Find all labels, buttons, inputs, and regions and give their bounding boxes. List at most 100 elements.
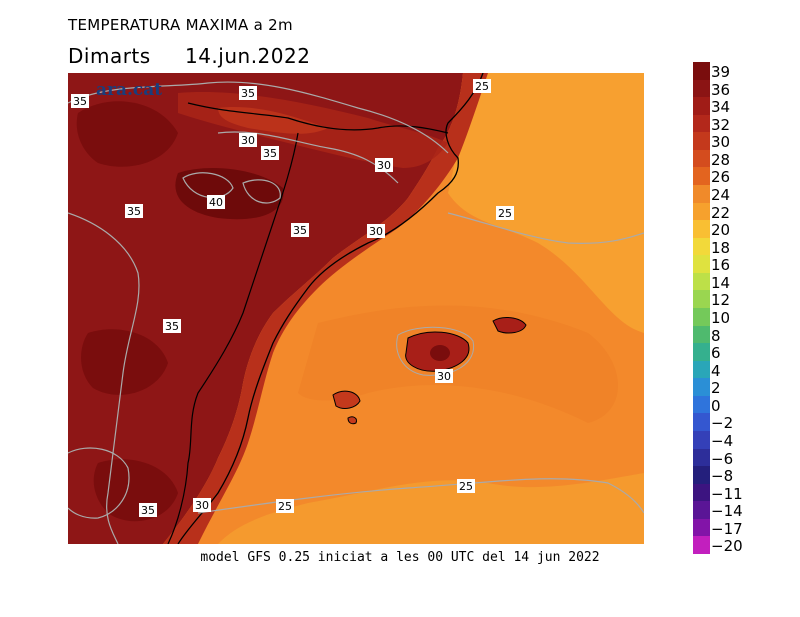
contour-label: 25	[457, 479, 475, 493]
svg-text:35: 35	[293, 224, 307, 237]
contour-line	[396, 326, 475, 376]
sea-north-area	[448, 73, 644, 333]
svg-text:35: 35	[141, 504, 155, 517]
legend-swatch	[693, 325, 710, 344]
island-ibiza	[332, 390, 361, 409]
legend-swatch	[693, 395, 710, 414]
contour-label: 35	[71, 94, 89, 108]
legend-swatch	[693, 202, 710, 221]
legend-swatch	[693, 501, 710, 520]
border-line	[167, 132, 299, 544]
legend-swatch	[693, 132, 710, 151]
legend-swatch	[693, 114, 710, 133]
legend-label: −4	[711, 432, 734, 450]
svg-text:30: 30	[241, 134, 255, 147]
legend-swatch	[693, 518, 710, 537]
contour-label: 30	[435, 369, 453, 383]
contour-label: 35	[239, 86, 257, 100]
legend-label: 8	[711, 326, 721, 345]
svg-text:30: 30	[369, 225, 383, 238]
legend-label: −6	[711, 449, 734, 468]
svg-text:30: 30	[377, 159, 391, 172]
date-label: 14.jun.2022	[184, 44, 311, 68]
day-label: Dimarts	[68, 44, 151, 68]
legend-swatch	[693, 237, 710, 256]
coastal-band	[163, 73, 488, 544]
legend-swatch	[693, 272, 710, 291]
chart-subtitle: Dimarts 14.jun.2022	[68, 44, 310, 68]
legend-label: −8	[711, 467, 734, 486]
contour-label: 30	[193, 498, 211, 512]
contour-label: 25	[473, 79, 491, 93]
contour-label: 30	[367, 224, 385, 238]
legend-label: 2	[711, 379, 721, 398]
contour-label: 30	[375, 158, 393, 172]
legend-label: 39	[711, 63, 731, 81]
legend-label: −17	[711, 519, 743, 538]
svg-text:35: 35	[73, 95, 87, 108]
footer-caption: model GFS 0.25 iniciat a les 00 UTC del …	[200, 550, 600, 565]
legend-swatch	[693, 466, 710, 485]
island-menorca	[492, 317, 527, 334]
legend-swatch	[693, 360, 710, 379]
contour-label: 35	[261, 146, 279, 160]
legend-label: 16	[711, 256, 731, 275]
temperature-map: ara.cat 35 35 30 35 30 35 40 35 30 25 25…	[68, 73, 644, 544]
legend-swatch	[693, 167, 710, 186]
svg-text:35: 35	[127, 205, 141, 218]
logo: ara.cat	[96, 80, 162, 100]
color-legend	[693, 62, 710, 555]
legend-swatch	[693, 255, 710, 274]
legend-swatch	[693, 79, 710, 98]
legend-swatch	[693, 290, 710, 309]
contour-line	[242, 179, 281, 204]
legend-label: −20	[711, 537, 743, 556]
legend-label: 28	[711, 150, 731, 169]
legend-swatch	[693, 97, 710, 116]
legend-swatch	[693, 413, 710, 432]
land-area	[68, 73, 463, 544]
svg-text:35: 35	[241, 87, 255, 100]
contour-label: 35	[139, 503, 157, 517]
svg-text:30: 30	[437, 370, 451, 383]
svg-text:25: 25	[498, 207, 512, 220]
contour-line	[68, 212, 140, 544]
legend-swatch	[693, 483, 710, 502]
legend-label: 36	[711, 80, 731, 99]
contour-label: 35	[125, 204, 143, 218]
map-svg: ara.cat 35 35 30 35 30 35 40 35 30 25 25…	[68, 73, 644, 544]
contour-label: 40	[207, 195, 225, 209]
legend-label: 22	[711, 203, 731, 222]
legend-label: 14	[711, 273, 731, 292]
legend-label: 6	[711, 344, 721, 363]
legend-swatch	[693, 431, 710, 450]
legend-label: 32	[711, 115, 731, 134]
hot-patch	[175, 168, 284, 220]
legend-swatch	[693, 308, 710, 327]
legend-label: −2	[711, 414, 734, 433]
contour-line	[447, 212, 644, 244]
coastline	[177, 73, 484, 544]
legend-swatch	[693, 448, 710, 467]
svg-text:25: 25	[278, 500, 292, 513]
contour-label: 30	[239, 133, 257, 147]
sea-south-area	[218, 473, 644, 544]
legend-swatch	[693, 536, 710, 555]
legend-swatch	[693, 62, 710, 81]
svg-text:30: 30	[195, 499, 209, 512]
contour-label: 25	[496, 206, 514, 220]
legend-swatch	[693, 149, 710, 168]
island-hot-core	[430, 345, 450, 361]
legend-label: 18	[711, 238, 731, 257]
legend-label: 12	[711, 291, 731, 310]
legend-label: 30	[711, 133, 731, 152]
legend-swatch	[693, 378, 710, 397]
svg-text:35: 35	[263, 147, 277, 160]
legend-label: 24	[711, 186, 731, 204]
svg-text:40: 40	[209, 196, 223, 209]
contour-label: 35	[163, 319, 181, 333]
contour-line	[68, 447, 130, 519]
island-formentera	[347, 416, 357, 425]
contour-labels: 35 35 30 35 30 35 40 35 30 25 25 35 30 2…	[71, 79, 514, 517]
chart-title: TEMPERATURA MAXIMA a 2m	[68, 16, 293, 34]
